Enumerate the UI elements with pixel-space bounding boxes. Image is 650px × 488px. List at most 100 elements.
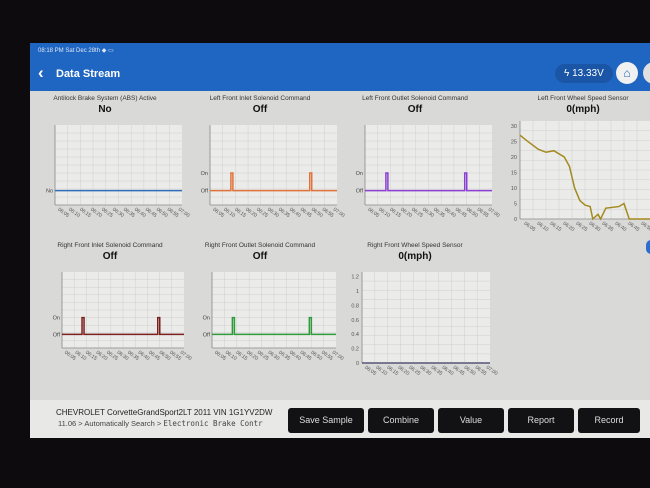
y-tick-label: No: [46, 189, 53, 195]
chart-plot: 06:0506:1006:1506:2006:2506:3006:3506:40…: [351, 272, 499, 377]
x-tick-label: 06:50: [310, 207, 324, 219]
x-tick-label: 06:55: [476, 207, 490, 219]
x-tick-label: 06:10: [536, 221, 550, 233]
home-icon[interactable]: ⌂: [616, 62, 638, 84]
x-tick-label: 06:35: [601, 221, 615, 233]
x-tick-label: 06:10: [222, 207, 236, 219]
x-tick-label: 06:45: [452, 365, 466, 377]
x-tick-label: 06:25: [255, 207, 269, 219]
x-tick-label: 06:30: [266, 207, 280, 219]
chart-value: No: [98, 104, 112, 115]
x-tick-label: 06:50: [465, 207, 479, 219]
chart-panel[interactable]: Left Front Wheel Speed Sensor 0(mph): [508, 95, 650, 115]
status-date: Sat Dec 28th: [65, 48, 101, 54]
chart-plot: 06:0506:1006:1506:2006:2506:3006:3506:40…: [53, 272, 193, 362]
x-tick-label: 06:50: [155, 207, 169, 219]
y-tick-label: 5: [514, 201, 517, 207]
y-tick-label: On: [356, 171, 363, 177]
chart-title: Right Front Outlet Solenoid Command: [204, 242, 316, 249]
report-button[interactable]: Report: [508, 408, 574, 433]
x-tick-label: 06:25: [410, 207, 424, 219]
x-tick-label: 06:10: [67, 207, 81, 219]
menu-button[interactable]: [643, 62, 650, 84]
x-tick-label: 06:40: [614, 221, 628, 233]
chart-panel[interactable]: Antilock Brake System (ABS) Active No: [30, 95, 180, 115]
side-handle[interactable]: [646, 240, 650, 254]
x-tick-label: 06:10: [377, 207, 391, 219]
x-tick-label: 06:55: [166, 207, 180, 219]
series-line: [210, 172, 337, 192]
x-tick-label: 06:30: [111, 207, 125, 219]
x-tick-label: 06:35: [277, 207, 291, 219]
x-tick-label: 06:35: [432, 207, 446, 219]
breadcrumb: 11.06 > Automatically Search > Electroni…: [58, 419, 286, 428]
record-button[interactable]: Record: [578, 408, 640, 433]
tablet-screen: 08:18 PM Sat Dec 28th ◆ ▭ ‹ Data Stream …: [30, 43, 650, 438]
chart-plot: 06:0506:1006:1506:2006:2506:3006:3506:40…: [356, 125, 501, 219]
x-tick-label: 07:00: [179, 350, 193, 362]
x-tick-label: 07:00: [332, 207, 346, 219]
chart-value: Off: [252, 104, 268, 115]
series-line: [62, 316, 184, 336]
x-tick-label: 06:40: [288, 207, 302, 219]
x-tick-label: 06:05: [363, 365, 377, 377]
save-sample-button[interactable]: Save Sample: [288, 408, 364, 433]
y-tick-label: Off: [356, 189, 364, 195]
x-tick-label: 06:30: [588, 221, 602, 233]
y-tick-label: On: [201, 171, 208, 177]
y-tick-label: Off: [53, 332, 61, 338]
x-tick-label: 06:05: [56, 207, 70, 219]
breadcrumb-prefix: 11.06 > Automatically Search >: [58, 419, 164, 428]
y-tick-label: 20: [511, 155, 517, 161]
breadcrumb-module: Electronic Brake Contr: [163, 419, 263, 428]
chart-panel[interactable]: Left Front Outlet Solenoid Command Off: [340, 95, 490, 115]
x-tick-label: 06:25: [408, 365, 422, 377]
x-tick-label: 07:00: [487, 207, 501, 219]
status-time: 08:18 PM: [38, 48, 64, 54]
x-tick-label: 07:00: [485, 365, 499, 377]
x-tick-label: 06:45: [144, 207, 158, 219]
chart-title: Left Front Wheel Speed Sensor: [537, 95, 629, 102]
x-tick-label: 06:15: [549, 221, 563, 233]
y-tick-label: 0.6: [351, 318, 359, 324]
x-tick-label: 06:20: [562, 221, 576, 233]
x-tick-label: 06:40: [443, 207, 457, 219]
chart-panel[interactable]: Right Front Inlet Solenoid Command Off: [35, 242, 185, 262]
x-tick-label: 06:20: [397, 365, 411, 377]
chart-title: Antilock Brake System (ABS) Active: [53, 95, 157, 102]
x-tick-label: 06:45: [454, 207, 468, 219]
x-tick-label: 06:05: [211, 207, 225, 219]
x-tick-label: 06:20: [399, 207, 413, 219]
series-line: [519, 134, 650, 221]
chart-title: Right Front Wheel Speed Sensor: [367, 242, 463, 249]
chart-panel[interactable]: Right Front Wheel Speed Sensor 0(mph): [340, 242, 490, 262]
chart-title: Right Front Inlet Solenoid Command: [57, 242, 163, 249]
voltage-value: 13.33V: [572, 68, 604, 79]
x-tick-label: 06:15: [233, 207, 247, 219]
x-tick-label: 06:05: [523, 221, 537, 233]
y-tick-label: 25: [511, 139, 517, 145]
chart-panel[interactable]: Left Front Inlet Solenoid Command Off: [185, 95, 335, 115]
value-button[interactable]: Value: [438, 408, 504, 433]
combine-button[interactable]: Combine: [368, 408, 434, 433]
chart-plot: 06:0506:1006:1506:2006:2506:3006:3506:40…: [203, 272, 345, 362]
x-tick-label: 06:50: [640, 221, 650, 233]
x-tick-label: 06:40: [441, 365, 455, 377]
chart-plot: 06:0506:1006:1506:2006:2506:3006:3506:40…: [201, 125, 346, 219]
y-tick-label: Off: [203, 332, 211, 338]
chart-panel[interactable]: Right Front Outlet Solenoid Command Off: [185, 242, 335, 262]
x-tick-label: 06:15: [78, 207, 92, 219]
x-tick-label: 06:25: [575, 221, 589, 233]
series-line: [212, 316, 336, 336]
x-tick-label: 06:50: [463, 365, 477, 377]
x-tick-label: 06:15: [386, 365, 400, 377]
y-tick-label: 0: [514, 217, 517, 223]
x-tick-label: 06:20: [89, 207, 103, 219]
chart-title: Left Front Outlet Solenoid Command: [362, 95, 468, 102]
x-tick-label: 06:45: [627, 221, 641, 233]
y-tick-label: 10: [511, 186, 517, 192]
chart-value: 0(mph): [566, 104, 600, 115]
x-tick-label: 07:00: [177, 207, 191, 219]
chevron-left-icon[interactable]: ‹: [38, 63, 44, 82]
lightning-icon: ϟ: [564, 68, 570, 79]
